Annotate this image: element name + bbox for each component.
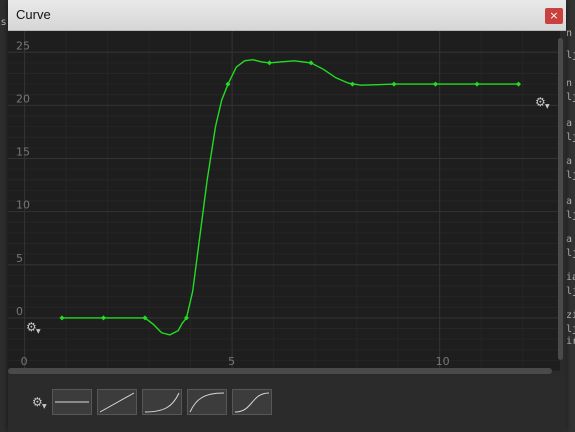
y-tick-label: 15 — [16, 146, 30, 159]
title-bar[interactable]: Curve × — [8, 0, 566, 31]
y-tick-label: 5 — [16, 252, 23, 265]
curve-window: Curve × 0 5 10 15 20 25 0 5 10 ⚙ ▼ ⚙ ▼ ⚙ ▼ — [8, 0, 566, 432]
preset-settings-gear-icon[interactable]: ⚙ ▼ — [32, 395, 47, 410]
keyframe-point[interactable] — [266, 60, 272, 66]
background-letter: lj — [566, 170, 575, 181]
keyframe-point[interactable] — [515, 81, 521, 87]
linear-curve-icon — [99, 392, 135, 413]
ease-out-curve-icon — [189, 392, 225, 413]
preset-toolbar: ⚙ ▼ — [8, 376, 566, 432]
background-letter: lj — [566, 286, 575, 297]
keyframe-point[interactable] — [59, 315, 65, 321]
window-title: Curve — [16, 7, 51, 22]
background-letter: a — [566, 234, 573, 245]
background-letter: lj — [566, 132, 575, 143]
background-letter: ir — [566, 336, 575, 347]
background-letter: lj — [566, 324, 575, 335]
right-tangent-gear-icon[interactable]: ⚙ ▼ — [535, 95, 550, 110]
background-letter: zi — [566, 310, 575, 321]
smooth-curve-icon — [234, 392, 270, 413]
keyframe-point[interactable] — [349, 81, 355, 87]
preset-ease-in-button[interactable] — [142, 389, 182, 415]
keyframe-point[interactable] — [474, 81, 480, 87]
left-tangent-gear-icon[interactable]: ⚙ ▼ — [26, 320, 41, 335]
x-tick-label: 10 — [436, 355, 450, 368]
background-panel-left: s — [0, 0, 8, 432]
keyframe-point[interactable] — [100, 315, 106, 321]
background-letter: a — [566, 196, 573, 207]
keyframe-point[interactable] — [391, 81, 397, 87]
background-letter: lj — [566, 248, 575, 259]
background-label: s — [1, 17, 7, 28]
y-tick-label: 25 — [16, 39, 30, 52]
curve-chart[interactable]: 0 5 10 15 20 25 0 5 10 — [8, 31, 560, 371]
background-letter: a — [566, 118, 573, 129]
curve-line — [62, 58, 519, 336]
close-icon: × — [549, 9, 559, 22]
keyframe-point[interactable] — [142, 315, 148, 321]
background-letter: lj — [566, 50, 575, 61]
keyframe-point[interactable] — [308, 60, 314, 66]
x-tick-label: 0 — [21, 355, 28, 368]
background-letter: ia — [566, 272, 575, 283]
background-letter: n — [566, 78, 573, 89]
background-letter: n — [566, 28, 573, 39]
vertical-scrollbar[interactable] — [558, 38, 563, 360]
close-button[interactable]: × — [545, 8, 563, 24]
preset-constant-button[interactable] — [52, 389, 92, 415]
ease-in-curve-icon — [144, 392, 180, 413]
preset-smooth-button[interactable] — [232, 389, 272, 415]
preset-linear-button[interactable] — [97, 389, 137, 415]
keyframe-point[interactable] — [225, 81, 231, 87]
keyframe-point[interactable] — [183, 315, 189, 321]
y-tick-label: 10 — [16, 199, 30, 212]
curve-plot[interactable]: 0 5 10 15 20 25 0 5 10 ⚙ ▼ ⚙ ▼ — [8, 31, 560, 371]
y-tick-label: 20 — [16, 92, 30, 105]
constant-curve-icon — [55, 401, 89, 403]
background-letter: a — [566, 156, 573, 167]
horizontal-scrollbar[interactable] — [8, 368, 552, 374]
preset-ease-out-button[interactable] — [187, 389, 227, 415]
background-letter: lj — [566, 92, 575, 103]
keyframe-point[interactable] — [432, 81, 438, 87]
y-tick-label: 0 — [16, 305, 23, 318]
x-tick-label: 5 — [228, 355, 235, 368]
background-letter: lj — [566, 210, 575, 221]
